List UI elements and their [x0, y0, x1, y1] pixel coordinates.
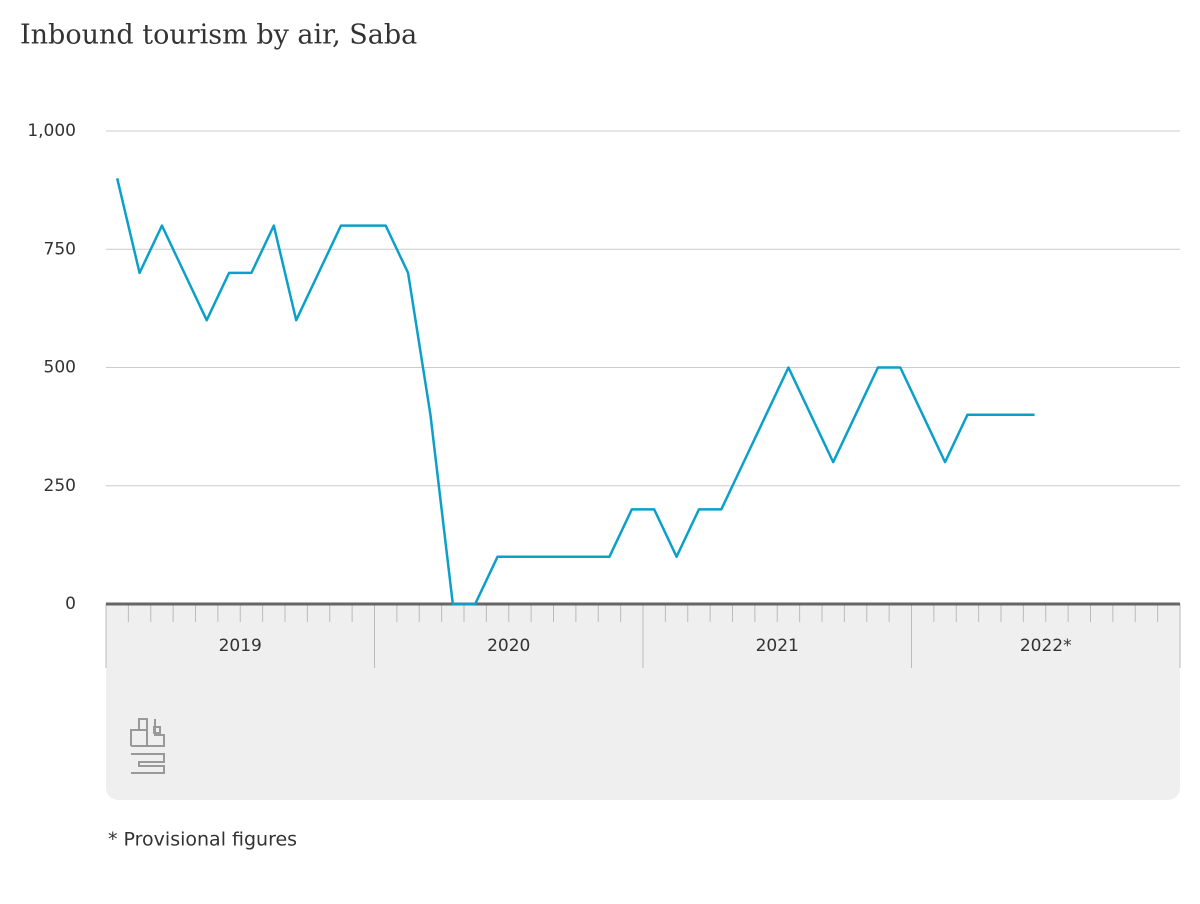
- data-line: [115, 178, 1035, 606]
- chart-title: Inbound tourism by air, Saba: [20, 20, 417, 51]
- y-tick-label: 0: [65, 594, 76, 614]
- x-tick-label: 2020: [487, 636, 530, 656]
- y-tick-label: 250: [44, 476, 76, 496]
- y-tick-label: 750: [44, 239, 76, 259]
- y-tick-label: 500: [44, 358, 76, 378]
- x-tick-label: 2021: [756, 636, 799, 656]
- logo: [130, 718, 165, 774]
- footnote: * Provisional figures: [108, 829, 297, 851]
- x-tick-label: 2019: [219, 636, 262, 656]
- y-tick-label: 1,000: [27, 121, 76, 141]
- x-tick-label: 2022*: [1020, 636, 1072, 656]
